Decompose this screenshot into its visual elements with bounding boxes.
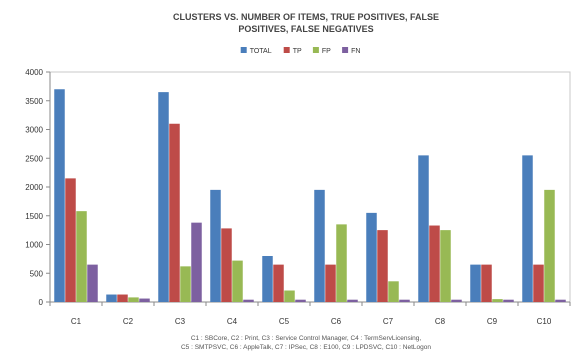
bar-fn-c8 <box>451 299 462 302</box>
bar-fp-c8 <box>440 230 451 302</box>
x-tick-label: C1 <box>71 317 82 326</box>
bar-total-c6 <box>314 189 325 302</box>
y-tick-label: 1000 <box>25 241 43 250</box>
bar-total-c10 <box>522 155 533 302</box>
bar-total-c5 <box>262 256 273 302</box>
legend-label-fn: FN <box>351 48 360 55</box>
bar-fn-c10 <box>555 299 566 302</box>
bar-total-c4 <box>210 189 221 302</box>
y-tick-label: 2500 <box>25 154 43 163</box>
footnote-line-2: C5 : SMTPSVC, C6 : AppleTalk, C7 : IPSec… <box>181 344 431 351</box>
bar-tp-c10 <box>533 264 544 302</box>
bar-fp-c10 <box>544 189 555 302</box>
bar-fp-c7 <box>388 281 399 302</box>
bar-fp-c3 <box>180 266 191 302</box>
bar-total-c8 <box>418 155 429 302</box>
bar-fp-c1 <box>76 211 87 302</box>
legend-swatch-tp <box>283 47 290 53</box>
bar-fn-c1 <box>87 264 98 302</box>
bar-fn-c2 <box>139 298 150 302</box>
bar-tp-c9 <box>481 264 492 302</box>
bar-fp-c4 <box>232 260 243 302</box>
bar-tp-c2 <box>117 294 128 302</box>
bar-total-c9 <box>470 264 481 302</box>
footnote-line-1: C1 : SBCore, C2 : Print, C3 : Service Co… <box>191 335 422 342</box>
bar-fn-c7 <box>399 299 410 302</box>
bar-tp-c7 <box>377 230 388 302</box>
bar-fp-c9 <box>492 299 503 302</box>
legend-label-total: TOTAL <box>250 48 272 55</box>
y-tick-label: 3500 <box>25 97 43 106</box>
legend-swatch-fn <box>342 47 349 53</box>
x-tick-label: C2 <box>123 317 134 326</box>
bar-tp-c1 <box>65 178 76 302</box>
bar-total-c2 <box>106 294 117 302</box>
bar-tp-c6 <box>325 264 336 302</box>
x-tick-label: C5 <box>279 317 290 326</box>
chart-title-line-2: POSITIVES, FALSE NEGATIVES <box>238 24 373 34</box>
legend-swatch-fp <box>312 47 319 53</box>
legend-label-tp: TP <box>293 48 302 55</box>
bar-fn-c9 <box>503 299 514 302</box>
bar-tp-c3 <box>169 123 180 302</box>
bar-tp-c8 <box>429 225 440 302</box>
y-tick-label: 2000 <box>25 183 43 192</box>
bar-fp-c2 <box>128 297 139 302</box>
bar-fn-c4 <box>243 299 254 302</box>
legend-swatch-total <box>240 47 247 53</box>
y-tick-label: 500 <box>30 269 44 278</box>
bar-fn-c5 <box>295 299 306 302</box>
x-tick-label: C10 <box>537 317 552 326</box>
x-tick-label: C7 <box>383 317 394 326</box>
y-tick-label: 0 <box>39 298 44 307</box>
bar-fp-c6 <box>336 224 347 302</box>
y-tick-label: 4000 <box>25 68 43 77</box>
bar-total-c7 <box>366 212 377 302</box>
legend-label-fp: FP <box>322 48 331 55</box>
bar-tp-c5 <box>273 264 284 302</box>
bar-tp-c4 <box>221 228 232 302</box>
plot-area: 0 500 1000 1500 2000 2500 3000 3500 4000 C1 C2 C3 C4… <box>25 68 571 326</box>
y-tick-label: 1500 <box>25 212 43 221</box>
bar-fp-c5 <box>284 290 295 302</box>
bar-fn-c6 <box>347 299 358 302</box>
x-tick-label: C3 <box>175 317 186 326</box>
bar-total-c3 <box>158 92 169 302</box>
x-tick-label: C8 <box>435 317 446 326</box>
x-tick-label: C6 <box>331 317 342 326</box>
bar-total-c1 <box>54 89 65 302</box>
x-tick-label: C9 <box>487 317 498 326</box>
chart-title-line-1: CLUSTERS VS. NUMBER OF ITEMS, TRUE POSIT… <box>173 12 439 22</box>
y-tick-label: 3000 <box>25 126 43 135</box>
bar-fn-c3 <box>191 222 202 302</box>
legend: TOTAL TP FP FN <box>240 47 360 55</box>
x-tick-label: C4 <box>227 317 238 326</box>
